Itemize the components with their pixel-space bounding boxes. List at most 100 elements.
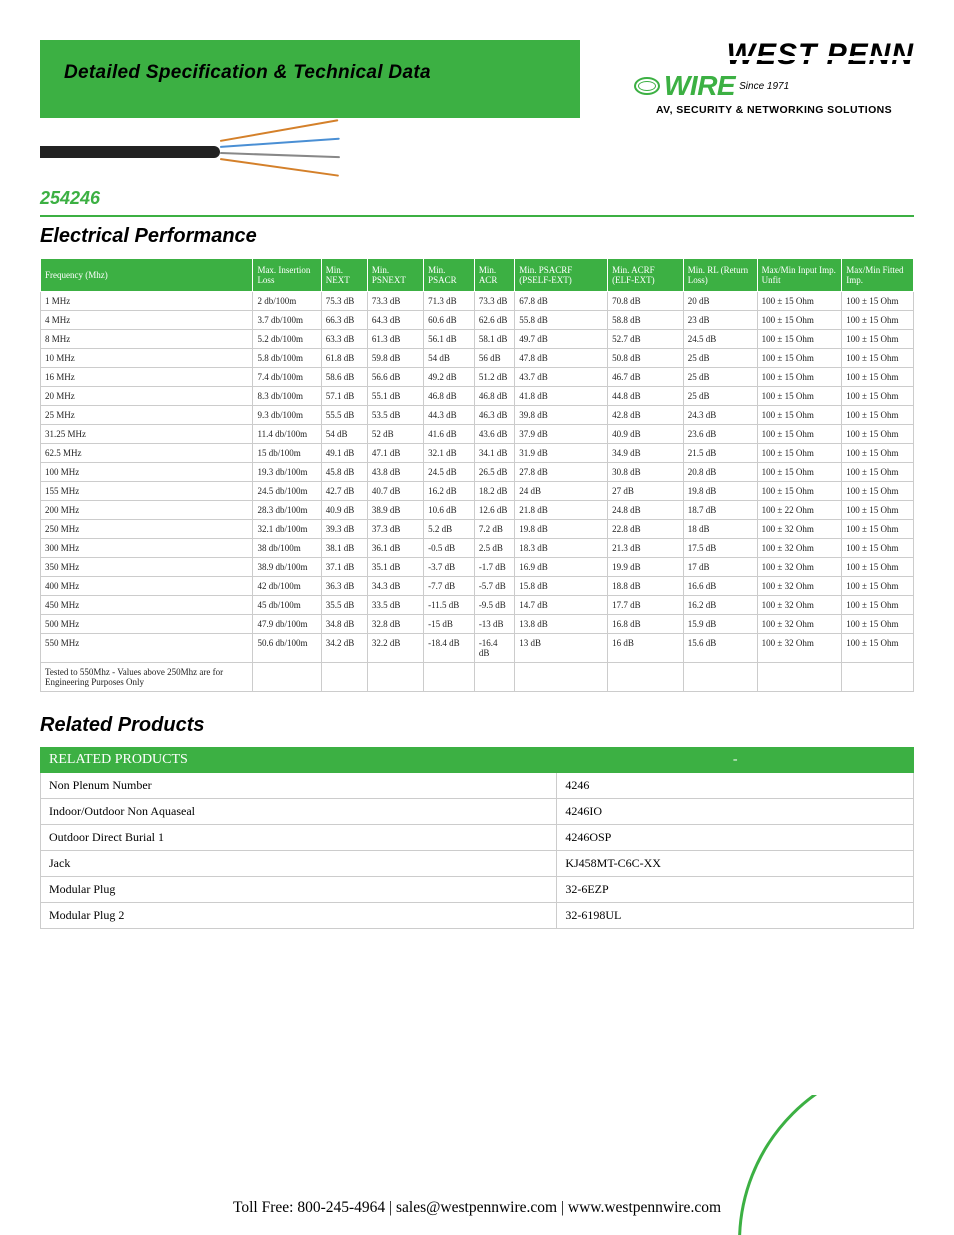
table-cell: Modular Plug [41, 877, 557, 903]
table-cell: 9.3 db/100m [253, 406, 321, 425]
table-row: 155 MHz24.5 db/100m42.7 dB40.7 dB16.2 dB… [41, 482, 914, 501]
table-cell: 250 MHz [41, 520, 253, 539]
table-cell: 100 ± 15 Ohm [842, 501, 914, 520]
table-cell: 26.5 dB [474, 463, 514, 482]
table-cell [321, 663, 367, 692]
table-cell: 46.8 dB [474, 387, 514, 406]
table-cell: 44.8 dB [608, 387, 684, 406]
table-cell: 51.2 dB [474, 368, 514, 387]
table-row: 450 MHz45 db/100m35.5 dB33.5 dB-11.5 dB-… [41, 596, 914, 615]
table-header: Min. ACR [474, 259, 514, 292]
table-cell: Outdoor Direct Burial 1 [41, 825, 557, 851]
table-row: 550 MHz50.6 db/100m34.2 dB32.2 dB-18.4 d… [41, 634, 914, 663]
table-cell: 58.1 dB [474, 330, 514, 349]
table-cell: 54 dB [321, 425, 367, 444]
table-cell: 46.7 dB [608, 368, 684, 387]
table-row: Modular Plug32-6EZP [41, 877, 914, 903]
table-cell: 5.8 db/100m [253, 349, 321, 368]
table-cell: 200 MHz [41, 501, 253, 520]
table-cell [474, 663, 514, 692]
table-cell: 67.8 dB [515, 292, 608, 311]
table-cell: 31.9 dB [515, 444, 608, 463]
table-cell: 32.2 dB [367, 634, 423, 663]
table-cell: 2.5 dB [474, 539, 514, 558]
coil-icon [634, 77, 660, 95]
table-cell: 37.3 dB [367, 520, 423, 539]
table-cell: 15 db/100m [253, 444, 321, 463]
table-cell: -13 dB [474, 615, 514, 634]
header-title: Detailed Specification & Technical Data [40, 40, 580, 84]
table-cell: 21.3 dB [608, 539, 684, 558]
table-cell: 34.8 dB [321, 615, 367, 634]
table-cell [515, 663, 608, 692]
table-cell: 100 ± 15 Ohm [842, 615, 914, 634]
table-cell: 58.8 dB [608, 311, 684, 330]
table-row: JackKJ458MT-C6C-XX [41, 851, 914, 877]
table-cell: 24 dB [515, 482, 608, 501]
table-row: 500 MHz47.9 db/100m34.8 dB32.8 dB-15 dB-… [41, 615, 914, 634]
table-cell: 25 dB [683, 368, 757, 387]
table-row: 62.5 MHz15 db/100m49.1 dB47.1 dB32.1 dB3… [41, 444, 914, 463]
table-cell: 100 ± 15 Ohm [842, 349, 914, 368]
table-cell: 18.7 dB [683, 501, 757, 520]
logo-tagline: AV, SECURITY & NETWORKING SOLUTIONS [634, 104, 914, 116]
table-cell: 73.3 dB [474, 292, 514, 311]
table-row: 200 MHz28.3 db/100m40.9 dB38.9 dB10.6 dB… [41, 501, 914, 520]
table-cell: 38.9 dB [367, 501, 423, 520]
table-cell: Jack [41, 851, 557, 877]
table-row: 350 MHz38.9 db/100m37.1 dB35.1 dB-3.7 dB… [41, 558, 914, 577]
table-cell: Modular Plug 2 [41, 903, 557, 929]
table-cell: 49.1 dB [321, 444, 367, 463]
table-cell: 100 ± 15 Ohm [842, 368, 914, 387]
table-cell: Tested to 550Mhz - Values above 250Mhz a… [41, 663, 253, 692]
table-row: Tested to 550Mhz - Values above 250Mhz a… [41, 663, 914, 692]
table-cell: 43.8 dB [367, 463, 423, 482]
table-header: Min. RL (Return Loss) [683, 259, 757, 292]
table-cell: 7.4 db/100m [253, 368, 321, 387]
table-cell: 14.7 dB [515, 596, 608, 615]
table-cell: 10 MHz [41, 349, 253, 368]
table-cell: 34.3 dB [367, 577, 423, 596]
cable-illustration [40, 124, 914, 184]
table-header: Min. ACRF (ELF-EXT) [608, 259, 684, 292]
table-cell: 100 ± 15 Ohm [842, 482, 914, 501]
table-row: 16 MHz7.4 db/100m58.6 dB56.6 dB49.2 dB51… [41, 368, 914, 387]
table-cell: 350 MHz [41, 558, 253, 577]
table-cell: 100 ± 15 Ohm [842, 463, 914, 482]
table-cell [253, 663, 321, 692]
table-cell: 300 MHz [41, 539, 253, 558]
table-header: Max/Min Input Imp. Unfit [757, 259, 842, 292]
table-cell: Indoor/Outdoor Non Aquaseal [41, 799, 557, 825]
table-cell: 20.8 dB [683, 463, 757, 482]
table-row: 1 MHz2 db/100m75.3 dB73.3 dB71.3 dB73.3 … [41, 292, 914, 311]
table-cell: -7.7 dB [424, 577, 475, 596]
table-cell: 550 MHz [41, 634, 253, 663]
table-cell: 43.7 dB [515, 368, 608, 387]
table-cell: 16.6 dB [683, 577, 757, 596]
table-cell: 32-6EZP [557, 877, 914, 903]
table-header: Min. NEXT [321, 259, 367, 292]
table-cell: 42.8 dB [608, 406, 684, 425]
table-cell: 25 dB [683, 387, 757, 406]
table-row: Indoor/Outdoor Non Aquaseal4246IO [41, 799, 914, 825]
table-cell: 8.3 db/100m [253, 387, 321, 406]
table-cell: 4246OSP [557, 825, 914, 851]
table-cell: 19.9 dB [608, 558, 684, 577]
table-cell: 37.1 dB [321, 558, 367, 577]
table-cell: 45.8 dB [321, 463, 367, 482]
table-cell: 62.5 MHz [41, 444, 253, 463]
table-cell: 16.2 dB [424, 482, 475, 501]
table-cell: 52.7 dB [608, 330, 684, 349]
table-cell: 36.1 dB [367, 539, 423, 558]
table-cell: 64.3 dB [367, 311, 423, 330]
table-cell: 31.25 MHz [41, 425, 253, 444]
related-table: RELATED PRODUCTS - Non Plenum Number4246… [40, 747, 914, 929]
table-cell: -0.5 dB [424, 539, 475, 558]
table-cell: 18.2 dB [474, 482, 514, 501]
table-cell: 100 ± 15 Ohm [842, 311, 914, 330]
table-cell: 17.5 dB [683, 539, 757, 558]
table-row: 31.25 MHz11.4 db/100m54 dB52 dB41.6 dB43… [41, 425, 914, 444]
table-row: 25 MHz9.3 db/100m55.5 dB53.5 dB44.3 dB46… [41, 406, 914, 425]
table-cell: 17 dB [683, 558, 757, 577]
table-cell: 100 ± 15 Ohm [842, 387, 914, 406]
